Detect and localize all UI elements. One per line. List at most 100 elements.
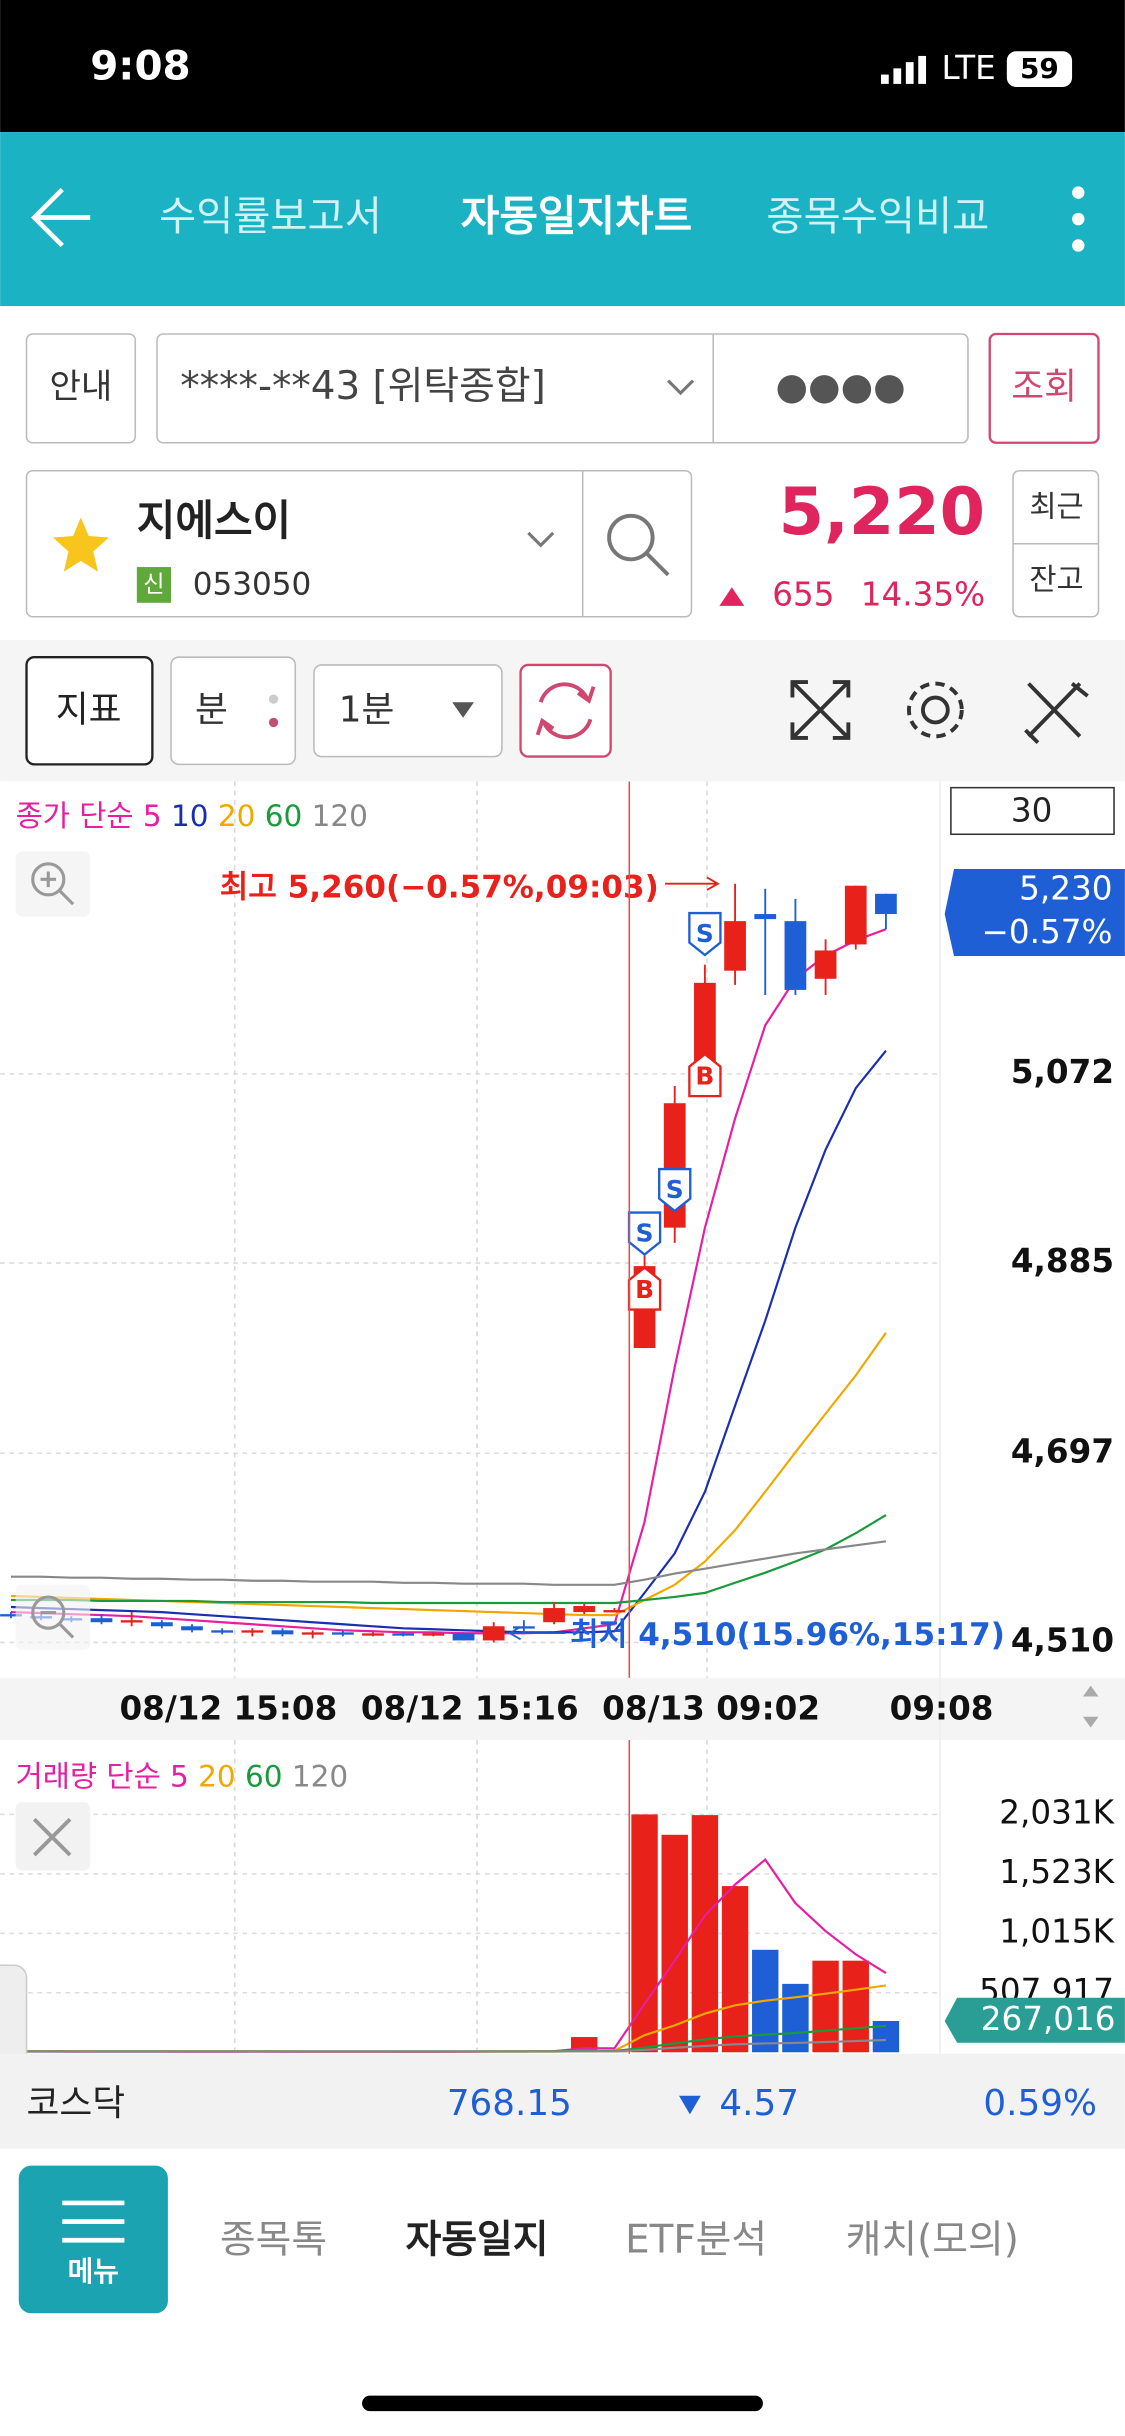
nav-item[interactable]: ETF분석 (625, 2217, 767, 2262)
menu-label: 메뉴 (68, 2255, 119, 2288)
query-button[interactable] (988, 332, 1100, 444)
menu-icon (62, 2200, 125, 2243)
back-button[interactable] (30, 187, 91, 248)
volume-bar (812, 1960, 839, 2053)
volume-bar (721, 1886, 749, 2053)
dropdown-icon (667, 379, 695, 396)
y-tick-label: 2,031K (999, 1793, 1115, 1831)
x-tick-label: 08/13 09:02 (602, 1689, 820, 1727)
x-tick-label: 08/12 15:08 (119, 1689, 337, 1727)
candle-body (422, 1633, 445, 1636)
market-change: 4.57 (719, 2083, 799, 2124)
close-volume[interactable] (15, 1802, 91, 1871)
ma-line (10, 928, 887, 1635)
more-button[interactable] (1072, 186, 1085, 252)
nav-item[interactable]: 종목톡 (220, 2217, 327, 2262)
favorite-star[interactable] (52, 517, 109, 572)
x-axis-band (0, 1677, 1125, 1740)
candle-body (784, 921, 807, 990)
signal-label: B (635, 1275, 654, 1304)
badge-label: 신 (143, 571, 164, 598)
candle-body (241, 1630, 264, 1633)
high-arrow (665, 876, 720, 891)
candle-body (120, 1620, 143, 1623)
legend-title: 거래량 단순 (16, 1759, 161, 1793)
x-tick-label: 09:08 (890, 1689, 994, 1727)
zoom-out-icon[interactable] (15, 1584, 91, 1650)
current-change: −0.57% (982, 913, 1113, 951)
recent-label: 최근 (1029, 490, 1083, 524)
tab[interactable]: 수익률보고서 (159, 193, 382, 240)
y-tick-label: 5,072 (1011, 1053, 1114, 1091)
guide-button[interactable] (25, 333, 137, 444)
candle-body (754, 914, 777, 920)
nav-item[interactable]: 캐치(모의) (846, 2217, 1019, 2262)
stock-name: 지에스이 (137, 496, 291, 545)
candle-body (482, 1626, 505, 1641)
candle-body (724, 921, 746, 971)
market-change-pct: 0.59% (983, 2083, 1096, 2124)
dot (268, 694, 279, 704)
legend-item: 60 (265, 799, 303, 833)
battery (1006, 51, 1073, 87)
guide-label: 안내 (49, 367, 112, 407)
nav-item-active[interactable]: 자동일지 (406, 2217, 549, 2262)
home-indicator (362, 2395, 763, 2412)
status-time: 9:08 (90, 42, 190, 89)
unit-label: 분 (195, 690, 228, 731)
candle-body (90, 1618, 113, 1623)
signal-marker (627, 1266, 662, 1311)
ma-line (10, 1049, 887, 1634)
tab-active[interactable]: 자동일지차트 (461, 192, 693, 241)
legend-item: 20 (218, 799, 256, 833)
signal-label: S (636, 1218, 654, 1247)
status-network: LTE (942, 49, 996, 87)
badge (136, 567, 171, 603)
current-tag (944, 868, 1125, 956)
refresh-icon (535, 682, 596, 740)
indicator-button[interactable] (25, 655, 154, 766)
candle-body (0, 1614, 22, 1617)
candle-body (211, 1630, 234, 1633)
signal-label: S (696, 919, 714, 948)
legend-item: 5 (170, 1759, 189, 1793)
count-label: 30 (1011, 792, 1053, 830)
account-number: ****-**43 [위탁종합] (180, 364, 545, 409)
candle-body (875, 893, 897, 915)
legend-item: 120 (292, 1759, 348, 1793)
x-tick-label: 08/12 15:16 (361, 1689, 579, 1727)
zoom-icon[interactable] (15, 851, 91, 917)
legend-item: 5 (143, 799, 162, 833)
legend-title: 종가 단순 (16, 799, 134, 833)
password[interactable]: ●●●● (776, 364, 906, 408)
interval-select[interactable] (313, 664, 503, 758)
legend-item: 20 (198, 1759, 236, 1793)
candle-body (331, 1632, 354, 1635)
signal-icon (880, 55, 927, 84)
tools-button[interactable] (1024, 682, 1089, 744)
search-button[interactable] (607, 513, 670, 577)
candle-body (181, 1626, 203, 1631)
scroll-arrows[interactable] (1082, 1685, 1099, 1728)
y-tick-label: 4,510 (1011, 1621, 1114, 1659)
expand-button[interactable] (790, 680, 851, 740)
query-label: 조회 (1011, 366, 1077, 407)
volume-bar (842, 1960, 869, 2053)
unit-button[interactable] (170, 656, 297, 766)
market-name: 코스닥 (27, 2083, 126, 2124)
signal-marker (688, 1052, 722, 1098)
candle-body (301, 1632, 324, 1635)
stock-select[interactable] (25, 469, 693, 618)
candle-body (150, 1622, 173, 1627)
tab[interactable]: 종목수익비교 (766, 193, 989, 240)
legend-item: 10 (171, 799, 209, 833)
signal-marker (688, 911, 722, 957)
refresh-button[interactable] (519, 663, 612, 758)
battery-level: 59 (1020, 52, 1059, 85)
bottom-nav (0, 2148, 1125, 2436)
account-select[interactable] (156, 333, 969, 444)
count-box[interactable] (950, 786, 1115, 836)
candle-body (452, 1633, 475, 1641)
signal-label: B (695, 1061, 714, 1090)
candle-body (694, 982, 716, 1065)
